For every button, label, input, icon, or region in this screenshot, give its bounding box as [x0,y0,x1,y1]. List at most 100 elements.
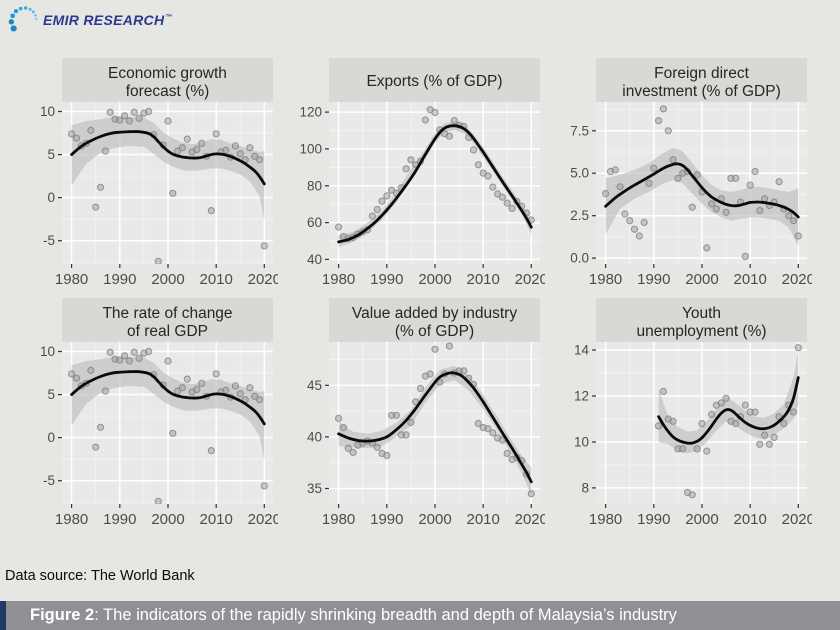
data-point [655,117,663,125]
data-point [207,447,215,455]
x-tick-label: 1990 [370,511,403,528]
data-point [251,392,259,400]
data-point [335,414,343,423]
data-point [741,401,749,409]
chart-panel-youth-unemployment: Youth unemployment (%) 1980 1990 2000 2010 202… [562,298,815,532]
x-tick-label: 1980 [322,271,355,288]
confidence-band [605,147,799,247]
data-point [431,108,439,117]
data-point [96,183,105,191]
data-point [154,497,162,504]
data-point [87,126,95,135]
data-point [674,174,682,182]
panel-title-strip [62,58,273,102]
chart-panel-economic-growth-forecast: Economic growth forecast (%) 1980 1990 2000 2… [28,58,281,292]
y-tick-label: 14 [574,343,590,358]
data-point [616,183,624,191]
data-point [722,208,730,216]
data-point [407,418,415,427]
logo-name: EMIR RESEARCH [43,12,165,28]
data-point [732,420,740,428]
data-point [503,449,511,457]
data-point [761,195,769,203]
data-point [383,192,391,200]
y-tick-label: -5 [43,473,55,488]
data-point [251,152,259,160]
data-point [135,354,143,363]
smooth-line [70,370,266,426]
data-point [498,193,506,201]
data-point [231,382,239,390]
confidence-band [71,116,265,221]
y-tick-label: 8 [581,480,589,495]
data-point [373,443,381,451]
panel-title: Exports (% of GDP) [366,73,502,90]
data-point [339,424,348,432]
x-tick-label: 2000 [151,511,184,528]
data-point [174,387,182,395]
data-point [145,107,153,116]
y-tick-label: 0 [47,430,55,445]
data-point [193,385,201,394]
data-point [484,172,492,180]
data-point [688,203,696,211]
data-point [669,156,677,164]
logo-dot [13,9,19,14]
data-point [765,440,773,448]
data-point [494,190,502,198]
data-point [344,444,352,452]
data-point [679,445,687,453]
confidence-band [338,365,532,496]
data-point [87,366,95,375]
x-tick-label: 2010 [467,511,500,528]
chart-svg: Value added by industry(% of GDP) 1980 199… [307,298,548,528]
data-point [794,232,802,240]
data-point [68,370,76,378]
y-tick-label: 0.0 [570,251,589,266]
data-point [602,190,610,198]
y-tick-label: 10 [40,104,55,119]
data-point [664,127,672,135]
smooth-line [657,376,800,445]
x-tick-label: 2020 [248,271,278,288]
data-point [703,244,711,252]
x-tick-label: 2000 [151,271,184,288]
y-tick-label: 0 [47,190,55,205]
x-tick-label: 2020 [515,511,545,528]
data-point [474,419,482,428]
data-point [169,189,177,197]
panel-title: of real GDP [127,323,208,340]
x-tick-label: 2010 [200,511,233,528]
data-point [116,116,124,124]
data-point [751,167,759,176]
data-point [154,257,162,264]
data-point [412,398,420,406]
data-point [503,199,511,207]
data-point [246,384,254,392]
data-point [392,411,401,419]
caption-accent-bar [0,601,6,630]
data-point [125,117,134,125]
figure-label: Figure 2 [30,606,95,624]
y-tick-label: -5 [43,233,55,248]
y-tick-label: 10 [574,435,589,450]
data-point [770,433,778,441]
x-tick-label: 1980 [55,511,88,528]
data-point [174,147,182,155]
data-point [130,108,138,116]
panel-title-strip [596,58,807,102]
emir-logo-icon [8,6,38,32]
chart-svg: Exports (% of GDP) 1980 1990 2000 2010 2020 40… [299,58,548,288]
data-point [212,370,220,378]
data-point [508,204,516,212]
panel-title-strip [62,298,273,342]
data-point [402,431,410,439]
logo-dot [10,13,16,19]
data-point [416,384,425,393]
data-point [703,447,711,455]
panel-title: Youth [682,305,721,322]
data-point [708,410,716,419]
data-point [655,422,663,430]
panel-title-strip [329,298,540,342]
